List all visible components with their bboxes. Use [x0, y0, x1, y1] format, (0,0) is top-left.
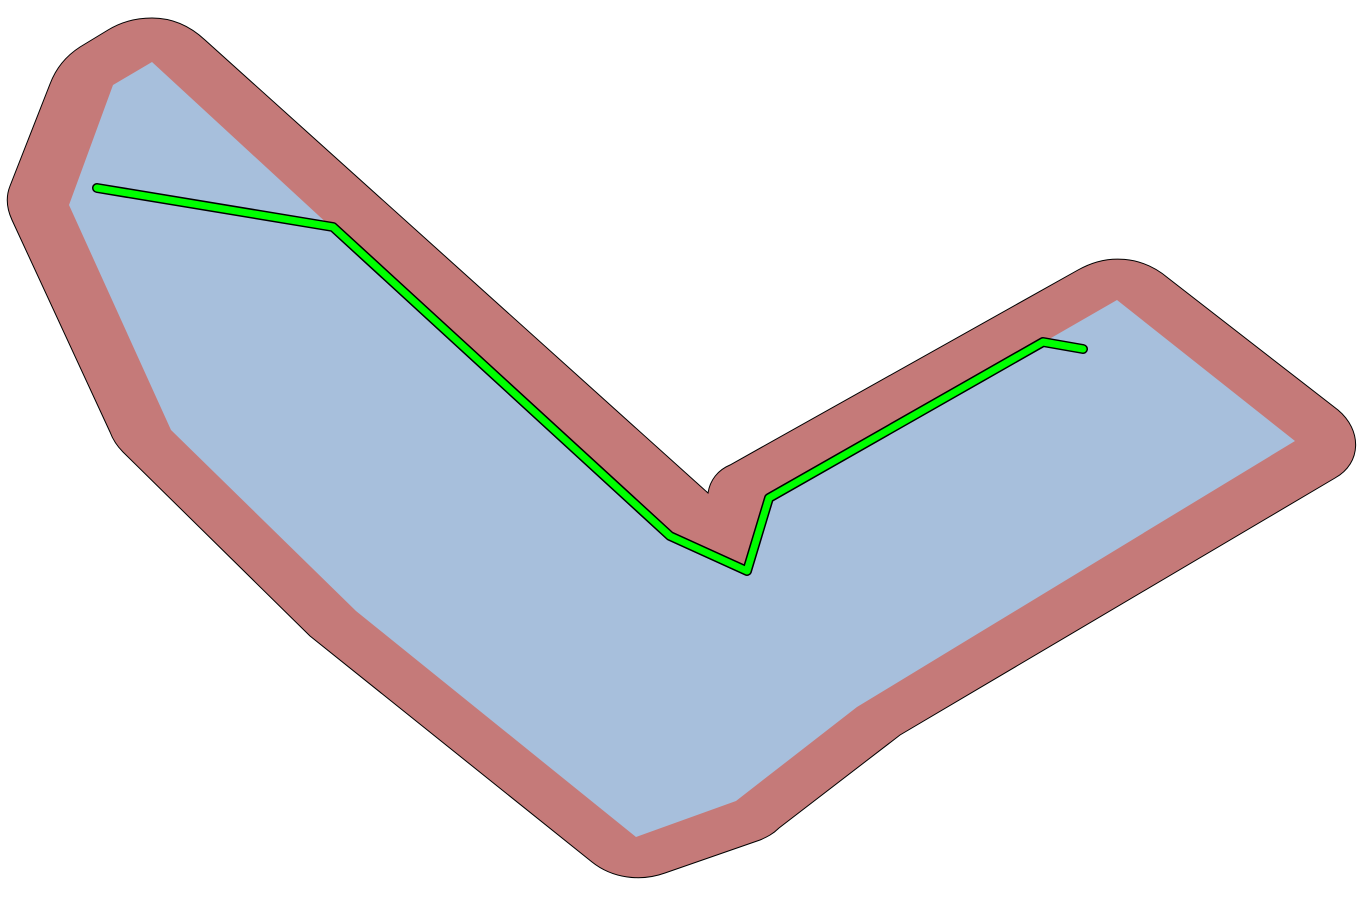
route-path-line	[93, 184, 1087, 575]
inner-polygon	[69, 62, 1295, 837]
route-path	[92, 183, 1088, 576]
